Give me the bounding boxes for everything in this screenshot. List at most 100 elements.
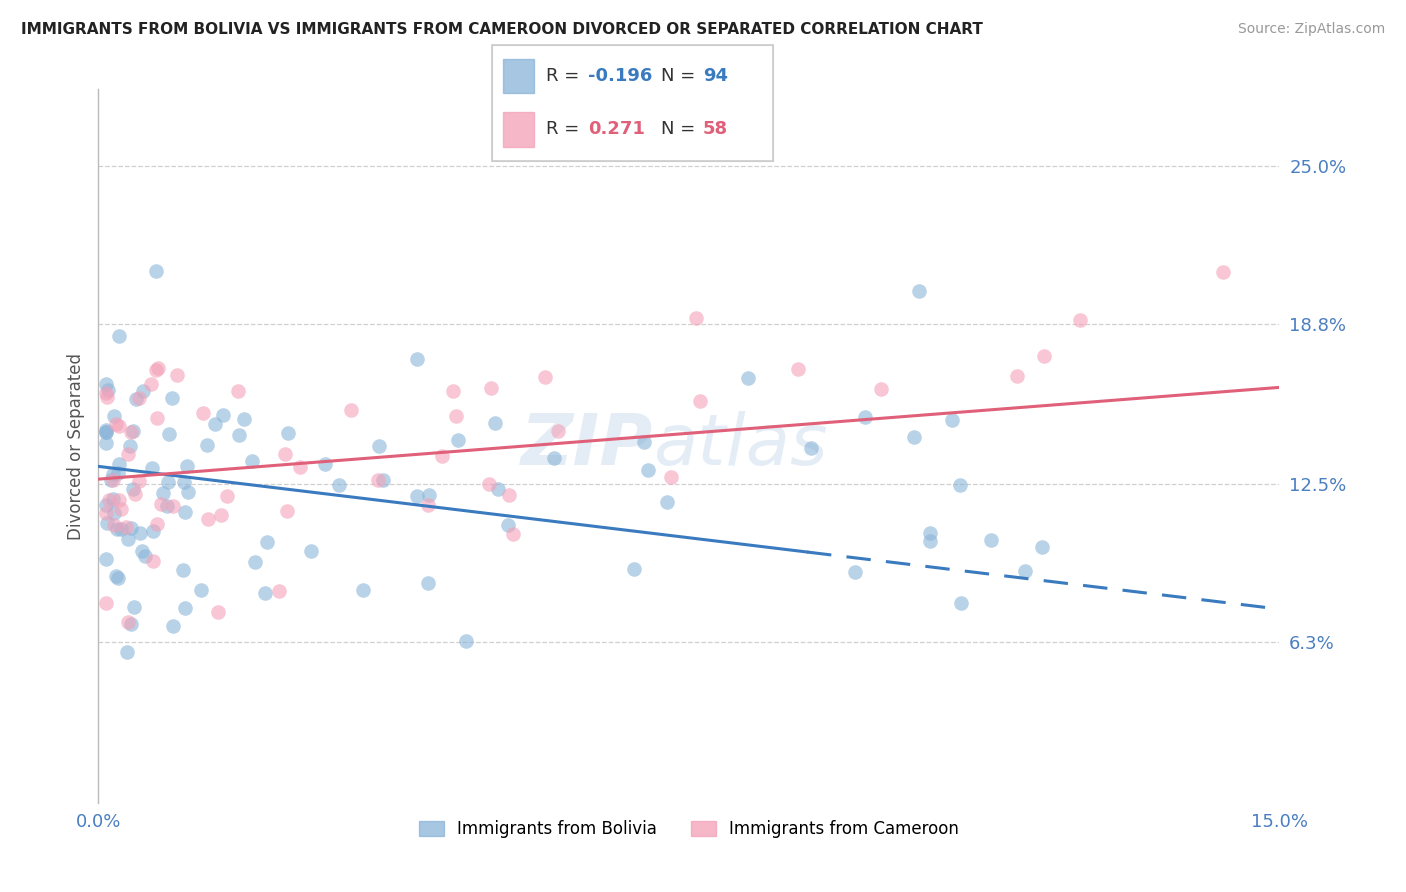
- Point: [274, 447, 297, 461]
- Point: [288, 460, 311, 475]
- Text: ZIP: ZIP: [522, 411, 654, 481]
- Point: [108, 329, 131, 343]
- Point: [1005, 368, 1028, 383]
- Point: [117, 446, 139, 460]
- Point: [173, 475, 195, 490]
- Point: [243, 555, 266, 569]
- Point: [204, 417, 226, 431]
- Point: [657, 494, 679, 508]
- Point: [146, 517, 169, 532]
- Point: [96, 506, 118, 520]
- Point: [907, 284, 929, 298]
- Point: [110, 522, 132, 536]
- Point: [129, 525, 152, 540]
- Point: [105, 568, 128, 582]
- Point: [97, 493, 120, 508]
- Point: [444, 409, 467, 423]
- Point: [96, 436, 118, 450]
- Point: [853, 409, 876, 424]
- Point: [228, 428, 250, 442]
- Point: [416, 498, 439, 512]
- Point: [132, 384, 155, 399]
- Text: N =: N =: [661, 67, 700, 85]
- Text: 94: 94: [703, 67, 728, 85]
- Point: [152, 485, 174, 500]
- Point: [145, 264, 167, 278]
- Point: [104, 417, 127, 431]
- Point: [267, 584, 290, 599]
- Point: [101, 473, 124, 487]
- Point: [1014, 564, 1036, 578]
- Point: [1033, 349, 1056, 363]
- Point: [195, 438, 218, 452]
- Point: [108, 419, 131, 434]
- Point: [96, 516, 118, 530]
- Point: [786, 361, 808, 376]
- Point: [96, 390, 118, 404]
- Point: [108, 493, 131, 508]
- Point: [418, 488, 440, 502]
- Text: Source: ZipAtlas.com: Source: ZipAtlas.com: [1237, 22, 1385, 37]
- Point: [124, 392, 146, 406]
- Point: [172, 563, 194, 577]
- Point: [103, 409, 125, 424]
- Text: 58: 58: [703, 120, 728, 138]
- Point: [1069, 313, 1091, 327]
- Point: [117, 533, 139, 547]
- Point: [118, 439, 141, 453]
- Point: [103, 518, 125, 533]
- Point: [447, 433, 470, 447]
- Point: [496, 517, 519, 532]
- Point: [441, 384, 464, 398]
- Point: [174, 505, 197, 519]
- Point: [498, 487, 520, 501]
- Point: [314, 457, 336, 471]
- Point: [1031, 540, 1053, 554]
- Point: [941, 412, 963, 426]
- Bar: [503, 59, 534, 94]
- Point: [97, 383, 120, 397]
- Point: [254, 586, 277, 600]
- Point: [177, 485, 200, 500]
- Point: [406, 489, 429, 503]
- Point: [157, 427, 180, 442]
- Text: 0.271: 0.271: [588, 120, 644, 138]
- Point: [115, 520, 138, 534]
- Point: [96, 425, 118, 439]
- Point: [800, 441, 823, 455]
- Legend: Immigrants from Bolivia, Immigrants from Cameroon: Immigrants from Bolivia, Immigrants from…: [412, 814, 966, 845]
- Point: [128, 392, 150, 406]
- Text: -0.196: -0.196: [588, 67, 652, 85]
- Point: [96, 423, 118, 437]
- Point: [121, 424, 143, 438]
- Point: [115, 645, 138, 659]
- Point: [142, 553, 165, 567]
- Point: [432, 449, 454, 463]
- Y-axis label: Divorced or Separated: Divorced or Separated: [66, 352, 84, 540]
- Point: [685, 311, 707, 326]
- Point: [547, 424, 569, 438]
- Point: [96, 596, 118, 610]
- Point: [162, 619, 184, 633]
- Point: [190, 583, 212, 598]
- Point: [117, 615, 139, 629]
- Point: [124, 487, 146, 501]
- Point: [120, 425, 142, 440]
- Point: [870, 382, 893, 396]
- Point: [149, 497, 172, 511]
- Point: [96, 376, 118, 391]
- Point: [145, 410, 167, 425]
- Point: [101, 491, 124, 506]
- Point: [215, 489, 238, 503]
- Point: [353, 582, 375, 597]
- Point: [96, 385, 118, 400]
- Point: [96, 425, 118, 439]
- Point: [101, 467, 124, 481]
- Point: [211, 508, 233, 522]
- Text: N =: N =: [661, 120, 700, 138]
- Point: [107, 466, 129, 480]
- Point: [110, 501, 132, 516]
- Point: [659, 470, 682, 484]
- Bar: [503, 112, 534, 146]
- Point: [479, 381, 502, 395]
